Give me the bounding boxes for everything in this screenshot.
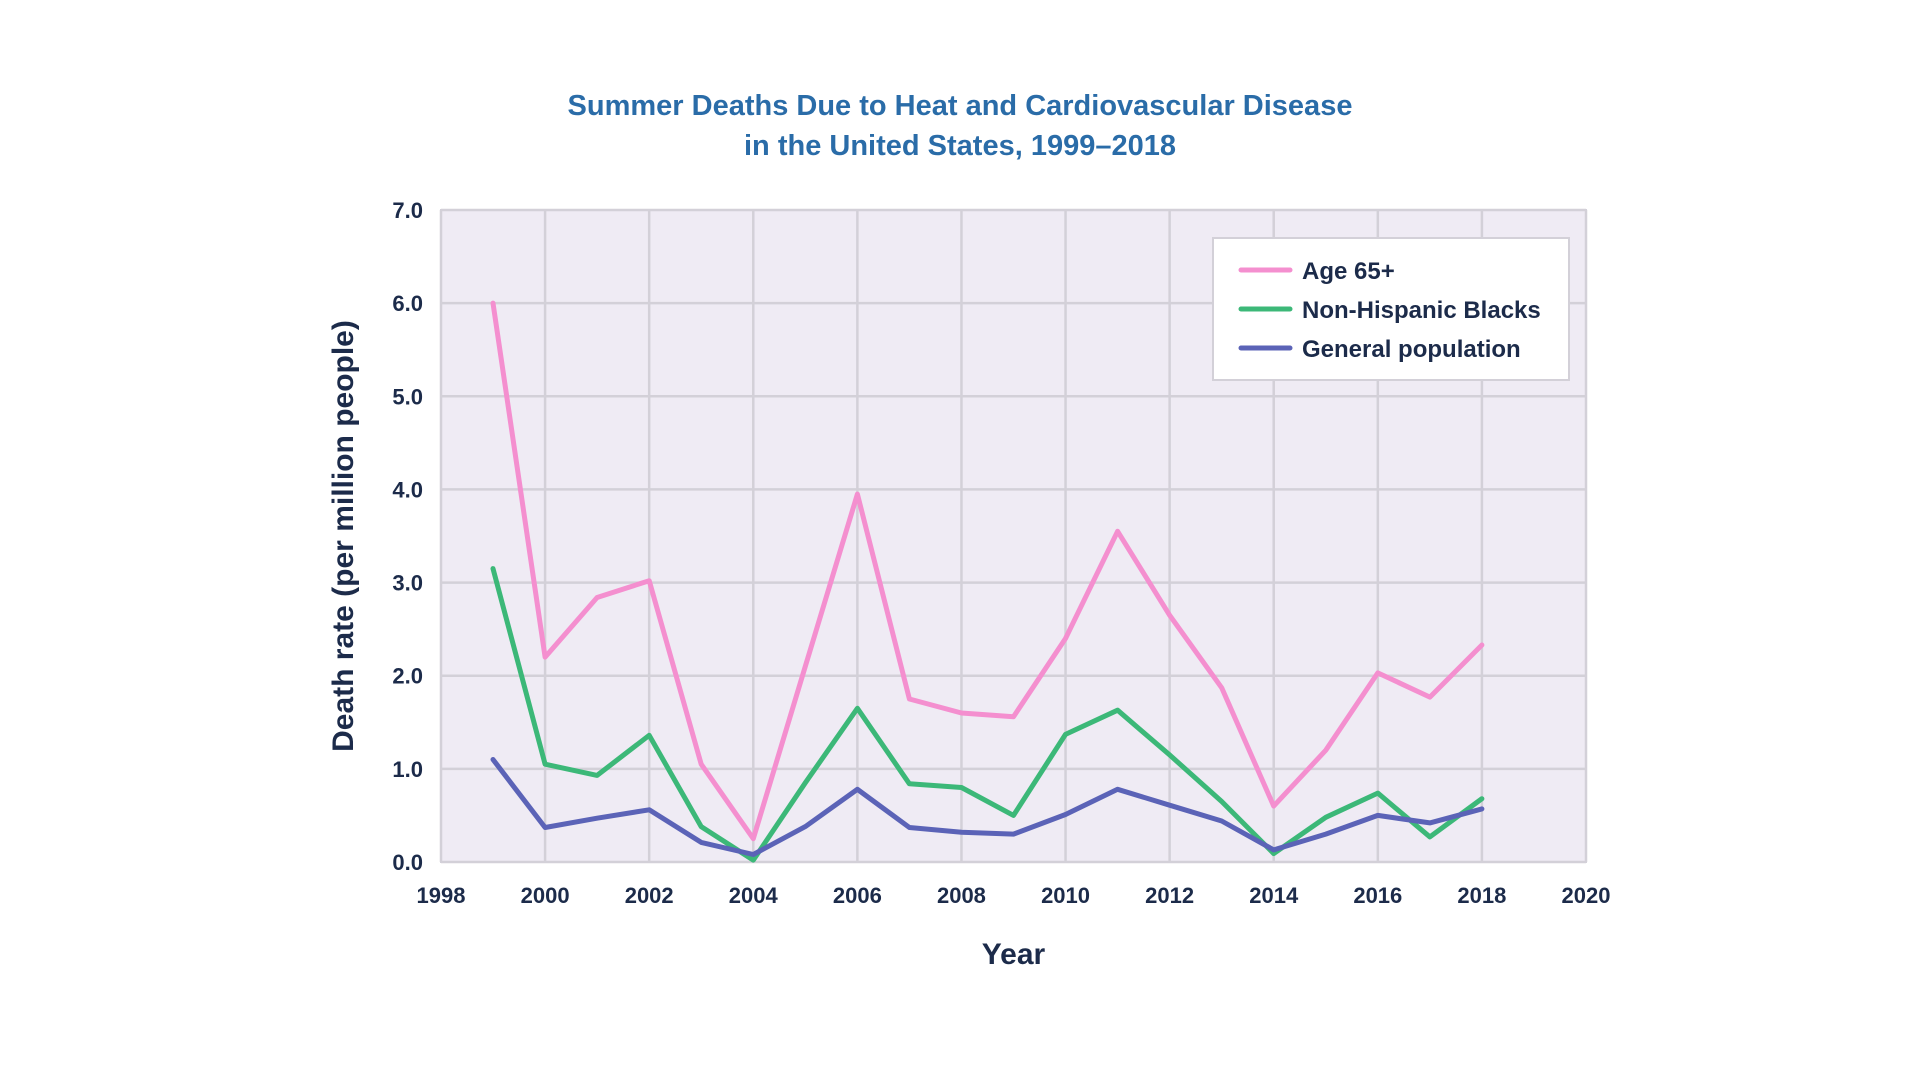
legend-label-2: Non-Hispanic Blacks [1302, 297, 1541, 324]
x-tick-label: 2008 [937, 883, 986, 908]
y-tick-label: 0.0 [392, 850, 423, 875]
x-tick-label: 2002 [625, 883, 674, 908]
x-tick-label: 2004 [729, 883, 779, 908]
x-tick-label: 2012 [1145, 883, 1194, 908]
series-line-3 [490, 757, 1485, 857]
chart-subtitle: in the United States, 1999–2018 [744, 130, 1176, 162]
y-tick-label: 4.0 [392, 477, 423, 502]
x-tick-label: 2016 [1353, 883, 1402, 908]
y-axis-ticks: 0.0 1.0 2.0 3.0 4.0 5.0 6.0 7.0 [392, 198, 423, 875]
x-axis-ticks: 1998 2000 2002 2004 2006 2008 2010 2012 2014 2016… [417, 883, 1611, 908]
y-tick-label: 3.0 [392, 571, 423, 596]
x-tick-label: 2010 [1041, 883, 1090, 908]
legend: Age 65+ Non-Hispanic Blacks General popula… [1212, 237, 1570, 381]
y-tick-label: 2.0 [392, 664, 423, 689]
legend-label-1: Age 65+ [1302, 258, 1395, 285]
series-line-1 [490, 300, 1485, 842]
x-tick-label: 2000 [521, 883, 570, 908]
y-tick-label: 5.0 [392, 384, 423, 409]
x-axis-label: Year [982, 938, 1046, 971]
x-tick-label: 1998 [417, 883, 466, 908]
series-lines [490, 300, 1485, 863]
series-line-2 [490, 566, 1485, 863]
x-tick-label: 2014 [1249, 883, 1299, 908]
y-tick-label: 7.0 [392, 198, 423, 223]
y-tick-label: 6.0 [392, 291, 423, 316]
y-axis-label: Death rate (per million people) [327, 320, 360, 752]
chart-title: Summer Deaths Due to Heat and Cardiovasc… [567, 90, 1353, 122]
x-tick-label: 2018 [1457, 883, 1506, 908]
grid-lines [439, 208, 1588, 864]
y-tick-label: 1.0 [392, 757, 423, 782]
x-tick-label: 2006 [833, 883, 882, 908]
x-tick-label: 2020 [1562, 883, 1611, 908]
legend-label-3: General population [1302, 336, 1521, 363]
